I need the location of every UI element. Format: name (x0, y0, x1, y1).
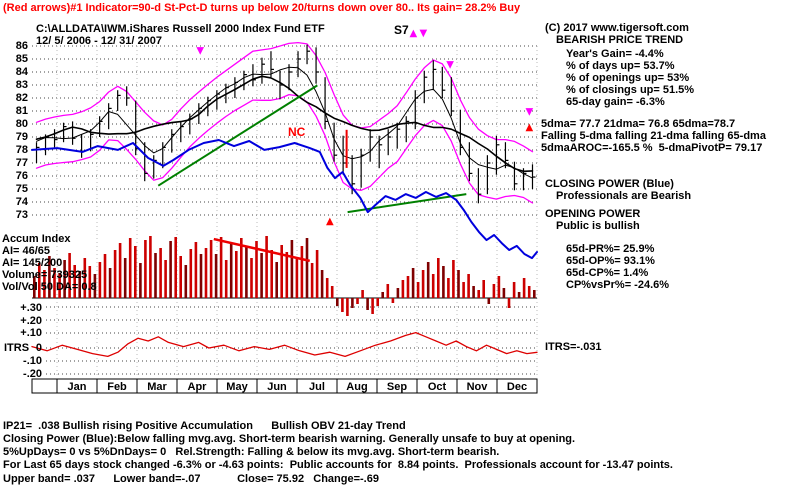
red-up-arrow: ▲ (526, 122, 534, 133)
footer-closing-power-line: Closing Power (Blue):Below falling mvg.a… (3, 433, 576, 445)
volume-label: Volume= 739325 (2, 269, 88, 281)
price-chart-svg: ▼▼▲ ▼▲▼▲ (31, 28, 538, 394)
price-axis-label: 77 (15, 157, 28, 169)
price-trend-header: BEARISH PRICE TREND (556, 34, 684, 46)
closing-power-subtext: Professionals are Bearish (556, 190, 692, 202)
price-axis-label: 80 (15, 118, 28, 130)
month-label-nov: Nov (466, 381, 488, 393)
month-label-may: May (226, 381, 248, 393)
opening-power-header: OPENING POWER (545, 208, 641, 220)
price-axis-label: 85 (15, 53, 28, 65)
price-axis-label: 74 (15, 196, 28, 208)
magenta-down-arrow: ▼ (526, 107, 534, 118)
chart-file-title: C:\ALLDATA\IWM.iShares Russell 2000 Inde… (36, 23, 325, 35)
indicator-axis-label: +.10 (20, 327, 42, 339)
copyright-text: (C) 2017 www.tigersoft.com (545, 22, 689, 34)
price-axis-label: 73 (15, 209, 28, 221)
price-axis-label: 81 (15, 105, 28, 117)
op65-stat: 65d-OP%= 93.1% (566, 255, 655, 267)
price-axis-label: 82 (15, 92, 28, 104)
footer-updays-line: 5%UpDays= 0 vs 5%DnDays= 0 Rel.Strength:… (3, 446, 500, 458)
signal-s7-label: S7 (394, 23, 409, 37)
aroc-pivot-stat: 5dmaAROC=-165.5 % 5-dmaPivotP= 79.17 (541, 142, 763, 154)
indicator-axis-label: 0 (35, 342, 42, 354)
magenta-down-arrow: ▼ (196, 46, 204, 57)
gain-65d-stat: 65-day gain= -6.3% (566, 96, 665, 108)
chart-date-range: 12/ 5/ 2006 - 12/ 31/ 2007 (36, 35, 162, 47)
month-label-jul: Jul (309, 381, 325, 393)
magenta-down-arrow: ▼ (446, 60, 454, 71)
openings-up-stat: % of openings up= 53% (566, 72, 690, 84)
closing-power-header: CLOSING POWER (Blue) (545, 178, 674, 190)
footer-bands-close-line: Upper band= .037 Lower band=-.07 Close= … (3, 473, 379, 485)
ai-65-label: AI= 46/65 (2, 245, 51, 257)
vol-ratio-label: Vol/Vol 50 DA= 0.8 (2, 281, 97, 293)
magenta-down-arrow: ▼ (420, 28, 428, 39)
accum-index-label: Accum Index (2, 233, 71, 245)
month-label-apr: Apr (187, 381, 207, 393)
indicator-axis-label: +.30 (20, 302, 42, 314)
opening-power-subtext: Public is bullish (556, 220, 640, 232)
indicator-axis-label: -.20 (23, 368, 42, 380)
cpvspr-stat: CP%vsPr%= -24.6% (566, 279, 670, 291)
indicator-axis-label: +.20 (20, 315, 42, 327)
days-up-stat: % of days up= 53.7% (566, 60, 675, 72)
years-gain-stat: Year's Gain= -4.4% (566, 48, 664, 60)
itrs-axis-label: ITRS (4, 342, 30, 354)
pr65-stat: 65d-PR%= 25.9% (566, 243, 655, 255)
month-label-jan: Jan (67, 381, 87, 393)
month-label-mar: Mar (147, 381, 167, 393)
footer-65day-line: For Last 65 days stock changed -6.3% or … (3, 459, 673, 471)
dma-values-stat: 5dma= 77.7 21dma= 76.8 65dma=78.7 (541, 118, 736, 130)
red-up-arrow: ▲ (326, 216, 334, 227)
price-axis-label: 75 (15, 183, 28, 195)
closings-up-stat: % of closings up= 51.5% (566, 84, 695, 96)
month-label-sep: Sep (386, 381, 408, 393)
month-label-feb: Feb (107, 381, 127, 393)
itrs-value-stat: ITRS=-.031 (545, 341, 602, 353)
cp65-stat: 65d-CP%= 1.4% (566, 267, 649, 279)
nc-annotation-label: NC (288, 125, 306, 139)
price-axis-label: 84 (15, 66, 28, 78)
month-label-oct: Oct (427, 381, 447, 393)
signal-description-line: (Red arrows)#1 Indicator=90-d St-Pct-D t… (3, 2, 521, 14)
month-label-dec: Dec (506, 381, 528, 393)
month-label-aug: Aug (346, 381, 368, 393)
price-axis-label: 79 (15, 131, 28, 143)
ai-200-label: AI= 145/200 (2, 257, 63, 269)
price-axis-label: 83 (15, 79, 28, 91)
price-axis-label: 78 (15, 144, 28, 156)
price-axis-label: 86 (15, 40, 28, 52)
month-label-jun: Jun (267, 381, 287, 393)
magenta-up-arrow: ▲ (409, 28, 417, 39)
dma-direction-stat: Falling 5-dma falling 21-dma falling 65-… (541, 130, 766, 142)
indicator-axis-label: -.10 (23, 355, 42, 367)
footer-ip21-line: IP21= .038 Bullish rising Positive Accum… (3, 420, 406, 432)
price-axis-label: 76 (15, 170, 28, 182)
